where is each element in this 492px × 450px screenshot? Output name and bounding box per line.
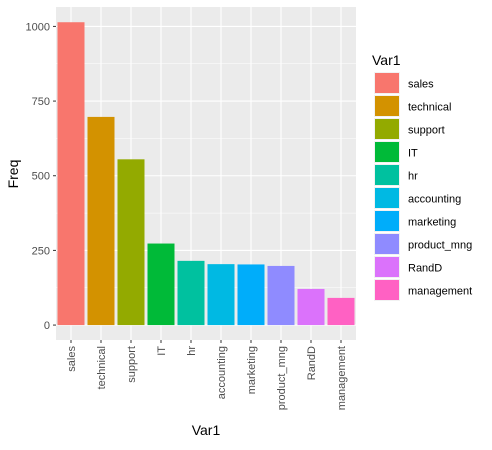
bar-product_mng [267, 265, 295, 326]
bar-hr [177, 260, 205, 326]
legend-swatch-support [375, 119, 399, 139]
legend-title: Var1 [372, 52, 401, 68]
legend-label: support [408, 125, 445, 137]
bars [57, 22, 355, 326]
legend-label: sales [408, 79, 434, 91]
x-tick-label: management [336, 346, 348, 410]
legend-label: hr [408, 171, 418, 183]
legend: Var1 sales technical support IT hr accounting… [372, 52, 472, 301]
bar-management [327, 297, 355, 326]
legend-swatch-accounting [375, 188, 399, 208]
y-tick-label: 250 [32, 245, 50, 257]
x-tick-label: RandD [306, 346, 318, 380]
legend-label: RandD [408, 263, 442, 275]
y-axis: 0 250 500 750 1000 [26, 21, 56, 332]
legend-swatch-product_mng [375, 234, 399, 254]
x-tick-label: product_mng [276, 346, 288, 410]
bar-marketing [237, 264, 265, 326]
legend-swatch-IT [375, 142, 399, 162]
x-axis: sales technical support IT hr accounting marke… [66, 340, 348, 410]
bar-technical [87, 116, 115, 326]
y-tick-label: 1000 [26, 21, 50, 33]
legend-label: technical [408, 102, 451, 114]
x-tick-label: IT [156, 346, 168, 356]
bar-sales [57, 22, 85, 326]
legend-swatch-RandD [375, 257, 399, 277]
legend-label: management [408, 286, 472, 298]
legend-swatch-management [375, 280, 399, 300]
y-tick-label: 750 [32, 96, 50, 108]
legend-swatch-technical [375, 96, 399, 116]
legend-swatch-hr [375, 165, 399, 185]
y-axis-title: Freq [5, 160, 21, 189]
legend-label: accounting [408, 194, 461, 206]
x-tick-label: accounting [216, 346, 228, 399]
x-tick-label: hr [186, 346, 198, 356]
bar-RandD [297, 288, 325, 326]
y-tick-label: 500 [32, 171, 50, 183]
bar-IT [147, 243, 175, 326]
legend-swatch-marketing [375, 211, 399, 231]
bar-support [117, 159, 145, 326]
legend-label: marketing [408, 217, 456, 229]
x-tick-label: sales [66, 346, 78, 372]
legend-swatch-sales [375, 73, 399, 93]
x-tick-label: technical [96, 346, 108, 389]
x-tick-label: marketing [246, 346, 258, 394]
legend-label: IT [408, 148, 418, 160]
x-tick-label: support [126, 346, 138, 383]
legend-label: product_mng [408, 240, 472, 252]
y-tick-label: 0 [44, 320, 50, 332]
x-axis-title: Var1 [192, 422, 221, 438]
bar-accounting [207, 264, 235, 326]
